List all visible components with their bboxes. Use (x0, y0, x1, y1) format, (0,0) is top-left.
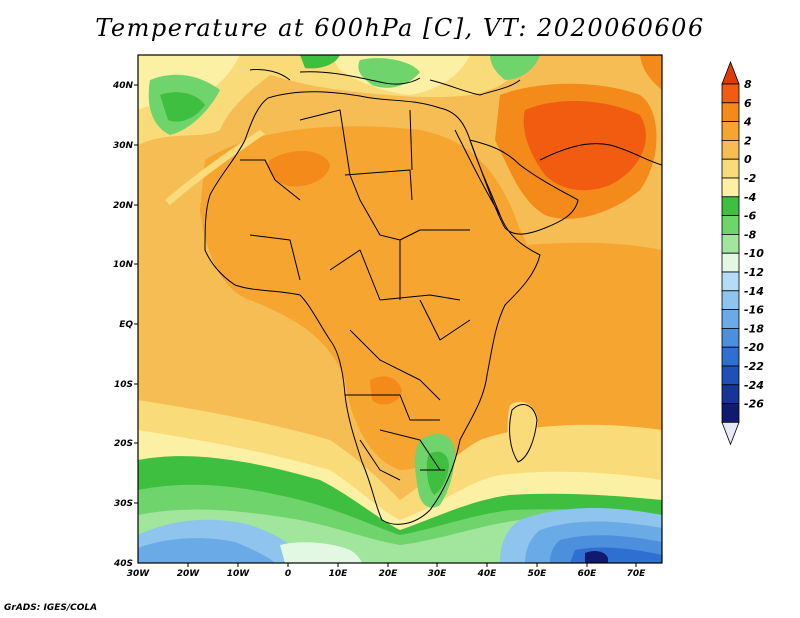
map-title: Temperature at 600hPa [C], VT: 202006060… (95, 14, 705, 42)
colorbar-label: -4 (744, 191, 756, 204)
map-frame (137, 54, 663, 564)
lat-tick-label: 10N (113, 260, 134, 270)
colorbar-label: -20 (744, 341, 764, 354)
colorbar-top-triangle (721, 60, 740, 85)
lat-tick-label: EQ (119, 320, 133, 330)
colorbar-segment (721, 196, 740, 217)
colorbar-label: -26 (744, 398, 764, 411)
colorbar-label: 2 (744, 134, 752, 147)
colorbar-segment (721, 403, 740, 423)
lon-tick-label: 0 (285, 569, 291, 579)
colorbar-segment (721, 384, 740, 404)
colorbar-label: 8 (744, 78, 752, 91)
lon-ticks (187, 563, 637, 567)
colorbar-label: -12 (744, 266, 764, 279)
colorbar-segment (721, 215, 740, 235)
lon-tick-label: 70E (627, 569, 647, 579)
colorbar-bottom-triangle (721, 421, 740, 446)
lon-tick-label: 20W (177, 569, 201, 579)
lon-tick-label: 50E (528, 569, 548, 579)
lat-axis: 40N 30N 20N 10N EQ 10S 20S 30S 40S (112, 81, 134, 569)
colorbar-segment (721, 252, 740, 273)
colorbar: 8 6 4 2 0 -2 -4 -6 -8 -10 -12 -14 -16 -18 -20 -22 -24 -26 (721, 60, 764, 446)
colorbar-label: -24 (744, 379, 764, 392)
colorbar-segment (721, 102, 740, 123)
colorbar-segment (721, 121, 740, 141)
colorbar-label: -16 (744, 304, 764, 317)
lat-tick-label: 40N (112, 81, 134, 91)
lon-tick-label: 10W (227, 569, 251, 579)
lon-tick-label: 40E (477, 569, 498, 579)
colorbar-segment (721, 309, 740, 329)
lon-tick-label: 30W (127, 569, 151, 579)
grads-credit: GrADS: IGES/COLA (4, 603, 98, 613)
lon-tick-label: 10E (329, 569, 349, 579)
colorbar-segment (721, 177, 740, 198)
colorbar-label: 6 (744, 97, 752, 110)
colorbar-label: -2 (744, 172, 757, 185)
colorbar-segment (721, 346, 740, 367)
colorbar-segment (721, 83, 740, 104)
lat-tick-label: 20S (114, 439, 133, 449)
lat-tick-label: 10S (114, 380, 133, 390)
lat-ticks (134, 84, 138, 504)
colorbar-label: 0 (744, 153, 752, 166)
lat-tick-label: 20N (113, 201, 134, 211)
lat-tick-label: 40S (113, 559, 133, 569)
colorbar-label: 4 (743, 116, 752, 129)
lon-tick-label: 30E (428, 569, 448, 579)
lat-tick-label: 30S (114, 499, 133, 509)
coastlines (204, 69, 662, 525)
colorbar-label: -6 (744, 210, 757, 223)
temperature-field (138, 55, 662, 563)
colorbar-label: -10 (744, 247, 764, 260)
colorbar-segment (721, 158, 740, 179)
colorbar-segment (721, 233, 740, 254)
colorbar-label: -22 (744, 360, 764, 373)
colorbar-segment (721, 327, 740, 348)
colorbar-segment (721, 290, 740, 310)
lon-tick-label: 60E (578, 569, 598, 579)
colorbar-segment (721, 139, 740, 160)
colorbar-label: -14 (744, 285, 764, 298)
colorbar-label: -8 (744, 228, 757, 241)
colorbar-segment (721, 271, 740, 292)
lon-axis: 30W 20W 10W 0 10E 20E 30E 40E 50E 60E 70… (127, 569, 646, 579)
lat-tick-label: 30N (113, 141, 134, 151)
lon-tick-label: 20E (379, 569, 399, 579)
colorbar-label: -18 (744, 322, 764, 335)
colorbar-segment (721, 365, 740, 386)
